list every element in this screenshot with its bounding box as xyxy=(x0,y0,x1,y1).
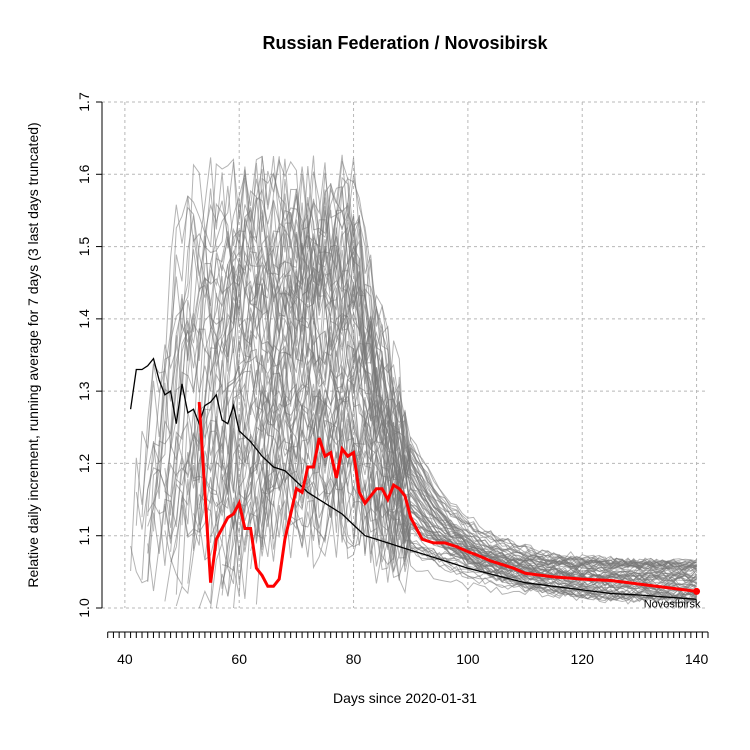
region-line xyxy=(141,169,697,568)
y-tick-label: 1.2 xyxy=(76,453,92,473)
x-tick-label: 80 xyxy=(346,651,362,667)
chart-title: Russian Federation / Novosibirsk xyxy=(262,33,548,53)
region-line xyxy=(221,453,697,596)
axes: 1.0 1.1 1.2 1.3 1.4 1.5 1.6 1.7 40 60 80 100 120 140 xyxy=(76,92,709,667)
x-tick-label: 100 xyxy=(456,651,480,667)
y-tick-label: 1.1 xyxy=(76,526,92,546)
x-tick-label: 40 xyxy=(117,651,133,667)
region-line xyxy=(250,383,697,597)
y-tick-label: 1.7 xyxy=(76,92,92,112)
x-tick-label: 140 xyxy=(685,651,709,667)
x-tick-label: 60 xyxy=(231,651,247,667)
x-tick-label: 120 xyxy=(571,651,595,667)
region-line xyxy=(141,317,697,580)
grid xyxy=(102,101,708,609)
region-line xyxy=(153,234,697,604)
region-line xyxy=(210,467,697,609)
x-axis-label: Days since 2020-01-31 xyxy=(333,690,477,706)
region-line xyxy=(153,302,697,571)
series-lines: Novosibirsk xyxy=(129,357,701,610)
y-tick-label: 1.5 xyxy=(76,237,92,257)
y-axis-label: Relative daily increment, running averag… xyxy=(25,122,41,587)
region-line xyxy=(233,456,697,609)
y-tick-label: 1.4 xyxy=(76,309,92,329)
region-line xyxy=(261,215,697,603)
y-tick-label: 1.0 xyxy=(76,598,92,618)
series-line-novosibirsk xyxy=(197,401,697,593)
endpoint-marker xyxy=(693,587,701,595)
region-line xyxy=(227,255,697,575)
region-line xyxy=(227,213,697,569)
y-tick-label: 1.3 xyxy=(76,381,92,401)
y-tick-label: 1.6 xyxy=(76,164,92,184)
region-line xyxy=(147,202,697,569)
region-line xyxy=(198,318,697,594)
region-lines xyxy=(130,154,697,609)
series-line-russia xyxy=(129,357,697,600)
region-line xyxy=(147,155,697,578)
region-line xyxy=(210,330,697,596)
series-label: Novosibirsk xyxy=(644,598,701,610)
region-line xyxy=(198,219,697,601)
region-line xyxy=(204,344,697,581)
